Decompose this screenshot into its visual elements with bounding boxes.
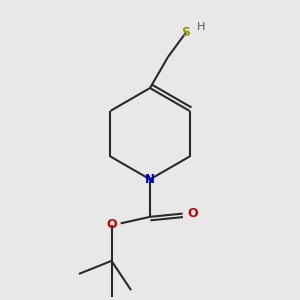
Text: O: O [188, 207, 198, 220]
Text: S: S [182, 26, 190, 39]
Text: H: H [197, 22, 206, 32]
Text: O: O [106, 218, 117, 232]
Text: N: N [145, 173, 155, 186]
